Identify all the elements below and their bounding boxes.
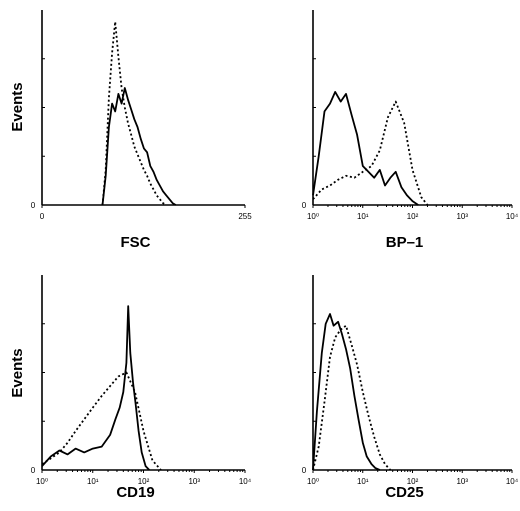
bp1-x-tick-label: 10⁰: [307, 212, 319, 221]
cd25-x-tick-label: 10²: [407, 477, 419, 486]
y-label-bottom: Events: [9, 348, 26, 397]
cd25-solid-histogram-line: [312, 313, 381, 471]
bp1-y-zero-label: 0: [302, 201, 307, 210]
cd19-axis-title: CD19: [116, 484, 154, 501]
bp1-dotted-histogram-line: [312, 100, 429, 206]
y-label-top: Events: [9, 82, 26, 131]
cd19-x-tick-label: 10¹: [87, 477, 99, 486]
cd25-x-tick-label: 10¹: [357, 477, 369, 486]
cd19-x-tick-label: 10³: [188, 477, 200, 486]
cd25-x-tick-label: 10⁴: [506, 477, 519, 486]
bp1-x-tick-label: 10⁴: [506, 212, 519, 221]
bp1-axis-title: BP–1: [386, 234, 424, 251]
cd25-x-tick-label: 10⁰: [307, 477, 319, 486]
fsc-solid-histogram-line: [101, 87, 177, 206]
cd19-x-tick-label: 10²: [138, 477, 150, 486]
cd19-x-tick-label: 10⁰: [36, 477, 48, 486]
fsc-y-zero-label: 0: [31, 201, 36, 210]
fsc-x-tick-label: 255: [238, 212, 252, 221]
cd19-y-zero-label: 0: [31, 466, 36, 475]
fsc-x-tick-label: 0: [40, 212, 45, 221]
bp1-x-tick-label: 10³: [456, 212, 468, 221]
cd25-x-tick-label: 10³: [456, 477, 468, 486]
bp1-x-tick-label: 10¹: [357, 212, 369, 221]
bp1-solid-histogram-line: [312, 91, 419, 206]
cd19-solid-histogram-line: [41, 305, 150, 471]
fsc-axis-title: FSC: [121, 234, 151, 251]
cd25-dotted-histogram-line: [312, 324, 392, 471]
fsc-histogram-panel: 00 255 FSC: [31, 10, 252, 251]
cd19-dotted-histogram-line: [41, 371, 162, 471]
bp1-x-tick-label: 10²: [407, 212, 419, 221]
fsc-dotted-histogram-line: [101, 20, 167, 206]
cd25-y-zero-label: 0: [302, 466, 307, 475]
cd19-x-tick-label: 10⁴: [239, 477, 252, 486]
cd25-axis-title: CD25: [385, 484, 423, 501]
